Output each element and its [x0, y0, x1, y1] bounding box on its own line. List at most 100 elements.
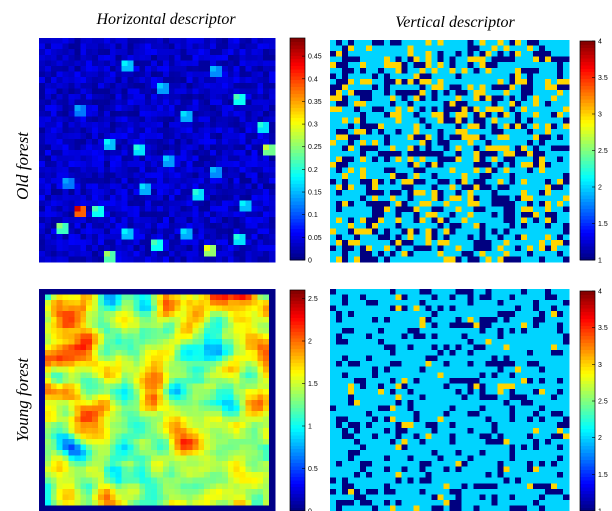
heatmap-cell	[92, 433, 99, 440]
heatmap-cell	[151, 178, 158, 184]
heatmap-cell	[257, 116, 264, 123]
heatmap-cell	[269, 355, 276, 362]
heatmap-cell	[44, 455, 52, 462]
heatmap-cell	[44, 289, 52, 295]
heatmap-cell	[545, 106, 552, 113]
heatmap-cell	[115, 144, 122, 151]
heatmap-cell	[503, 128, 510, 135]
heatmap-cell	[227, 433, 235, 440]
heatmap-cell	[377, 134, 385, 141]
heatmap-cell	[174, 194, 181, 201]
heatmap-cell	[443, 212, 450, 218]
heatmap-cell	[186, 416, 193, 423]
heatmap-cell	[68, 105, 75, 112]
heatmap-cell	[479, 123, 486, 130]
heatmap-cell	[162, 71, 170, 78]
heatmap-cell	[497, 162, 504, 169]
heatmap-cell	[521, 112, 528, 119]
heatmap-cell	[133, 366, 140, 373]
heatmap-cell	[103, 488, 111, 495]
heatmap-cell	[56, 372, 63, 379]
heatmap-cell	[62, 405, 69, 412]
heatmap-cell	[115, 466, 122, 473]
heatmap-cell	[210, 377, 217, 384]
heatmap-cell	[80, 206, 87, 212]
heatmap-cell	[257, 289, 264, 295]
heatmap-cell	[341, 305, 349, 312]
heatmap-cell	[151, 49, 158, 56]
heatmap-cell	[449, 156, 456, 163]
heatmap-cell	[204, 222, 211, 229]
heatmap-cell	[62, 250, 69, 257]
heatmap-cell	[257, 43, 264, 50]
heatmap-cell	[245, 372, 252, 379]
heatmap-cell	[62, 499, 69, 506]
heatmap-cell	[186, 477, 193, 484]
heatmap-cell	[115, 88, 122, 95]
heatmap-cell	[162, 327, 170, 334]
heatmap-cell	[145, 155, 152, 162]
heatmap-cell	[341, 123, 349, 130]
heatmap-cell	[479, 89, 486, 96]
heatmap-cell	[103, 66, 111, 72]
heatmap-cell	[151, 294, 158, 301]
heatmap-cell	[86, 361, 93, 368]
heatmap-cell	[180, 422, 187, 429]
heatmap-cell	[109, 144, 117, 151]
heatmap-cell	[204, 427, 211, 434]
heatmap-cell	[347, 200, 355, 207]
heatmap-cell	[157, 71, 164, 78]
heatmap-cell	[479, 67, 486, 74]
heatmap-cell	[233, 361, 240, 368]
heatmap-cell	[174, 228, 181, 235]
heatmap-cell	[92, 327, 99, 334]
heatmap-cell	[467, 200, 474, 207]
heatmap-cell	[103, 194, 111, 201]
heatmap-cell	[174, 322, 181, 329]
heatmap-cell	[139, 300, 146, 307]
heatmap-cell	[497, 151, 504, 157]
heatmap-cell	[479, 145, 486, 152]
heatmap-cell	[539, 217, 546, 224]
heatmap-cell	[425, 223, 432, 230]
heatmap-cell	[479, 178, 486, 185]
heatmap-cell	[127, 49, 134, 56]
heatmap-cell	[527, 300, 534, 307]
heatmap-cell	[389, 256, 397, 263]
heatmap-cell	[186, 461, 193, 467]
heatmap-cell	[269, 344, 276, 351]
heatmap-cell	[413, 84, 421, 91]
heatmap-cell	[509, 228, 516, 235]
heatmap-cell	[227, 183, 235, 190]
heatmap-cell	[56, 411, 63, 418]
heatmap-cell	[269, 372, 276, 379]
heatmap-cell	[121, 411, 128, 418]
heatmap-cell	[210, 311, 217, 318]
heatmap-cell	[80, 66, 87, 72]
heatmap-cell	[455, 40, 462, 46]
heatmap-cell	[68, 449, 75, 456]
heatmap-cell	[133, 411, 140, 418]
heatmap-cell	[239, 256, 246, 263]
heatmap-cell	[103, 127, 111, 134]
heatmap-cell	[473, 56, 480, 63]
heatmap-cell	[479, 156, 486, 163]
heatmap-cell	[151, 54, 158, 61]
heatmap-cell	[174, 377, 181, 384]
heatmap-cell	[92, 355, 99, 362]
heatmap-cell	[103, 166, 111, 173]
heatmap-cell	[127, 250, 134, 257]
heatmap-cell	[204, 355, 211, 362]
heatmap-cell	[162, 183, 170, 190]
heatmap-cell	[395, 289, 403, 295]
heatmap-cell	[461, 250, 468, 257]
heatmap-cell	[371, 84, 379, 91]
heatmap-cell	[103, 444, 111, 451]
heatmap-cell	[180, 394, 187, 401]
heatmap-cell	[174, 127, 181, 134]
heatmap-cell	[127, 361, 134, 368]
heatmap-cell	[419, 245, 427, 252]
heatmap-cell	[62, 505, 69, 511]
heatmap-cell	[103, 217, 111, 224]
heatmap-cell	[133, 49, 140, 56]
